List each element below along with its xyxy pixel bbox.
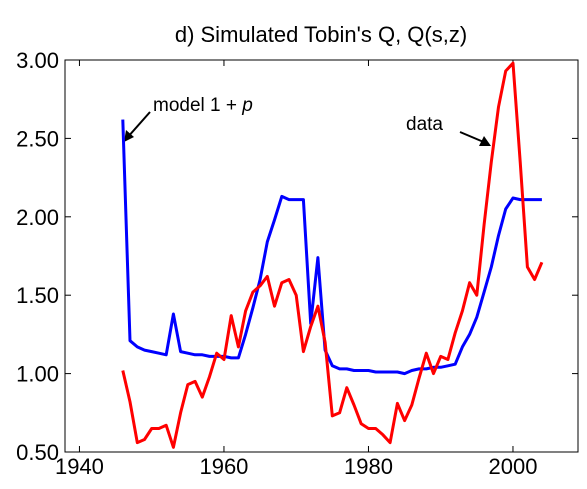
plot-frame [64, 59, 579, 453]
y-tick-label: 3.00 [16, 48, 59, 73]
y-tick-label: 2.00 [16, 205, 59, 230]
chart-title: d) Simulated Tobin's Q, Q(s,z) [175, 22, 467, 47]
annotation: data [406, 114, 443, 135]
annotation-italic: p [241, 95, 253, 116]
x-tick-label: 1960 [199, 454, 248, 479]
y-tick-label: 1.00 [16, 362, 59, 387]
annotation-text: model 1 + [153, 95, 242, 116]
y-tick-label: 1.50 [16, 283, 59, 308]
x-tick-label: 2000 [488, 454, 537, 479]
y-tick-label: 2.50 [16, 126, 59, 151]
x-tick-label: 1940 [55, 454, 104, 479]
annotation-arrow [126, 111, 151, 139]
series-line [121, 61, 544, 449]
x-tick-label: 1980 [344, 454, 393, 479]
series-line [121, 119, 542, 376]
arrowhead [124, 130, 134, 142]
y-tick-label: 0.50 [16, 440, 59, 465]
arrowhead [479, 136, 491, 146]
annotation: model 1 + p [153, 95, 253, 116]
